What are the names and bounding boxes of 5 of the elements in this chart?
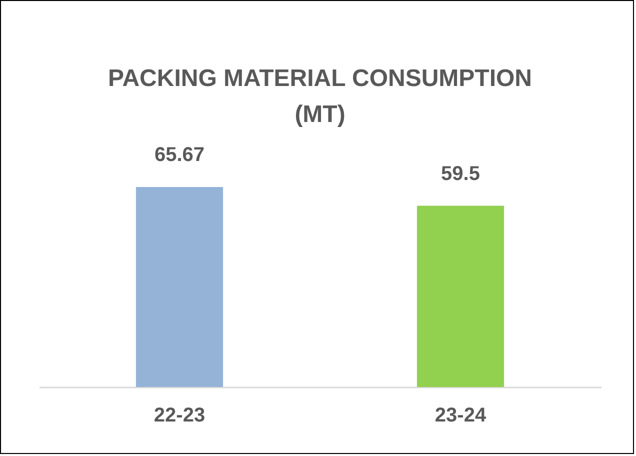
data-label: 59.5 — [441, 162, 480, 185]
chart-title: PACKING MATERIAL CONSUMPTION (MT) — [108, 65, 532, 128]
x-tick-label: 23-24 — [434, 404, 487, 426]
x-tick-label: 22-23 — [154, 404, 206, 426]
data-label: 65.67 — [154, 144, 205, 166]
